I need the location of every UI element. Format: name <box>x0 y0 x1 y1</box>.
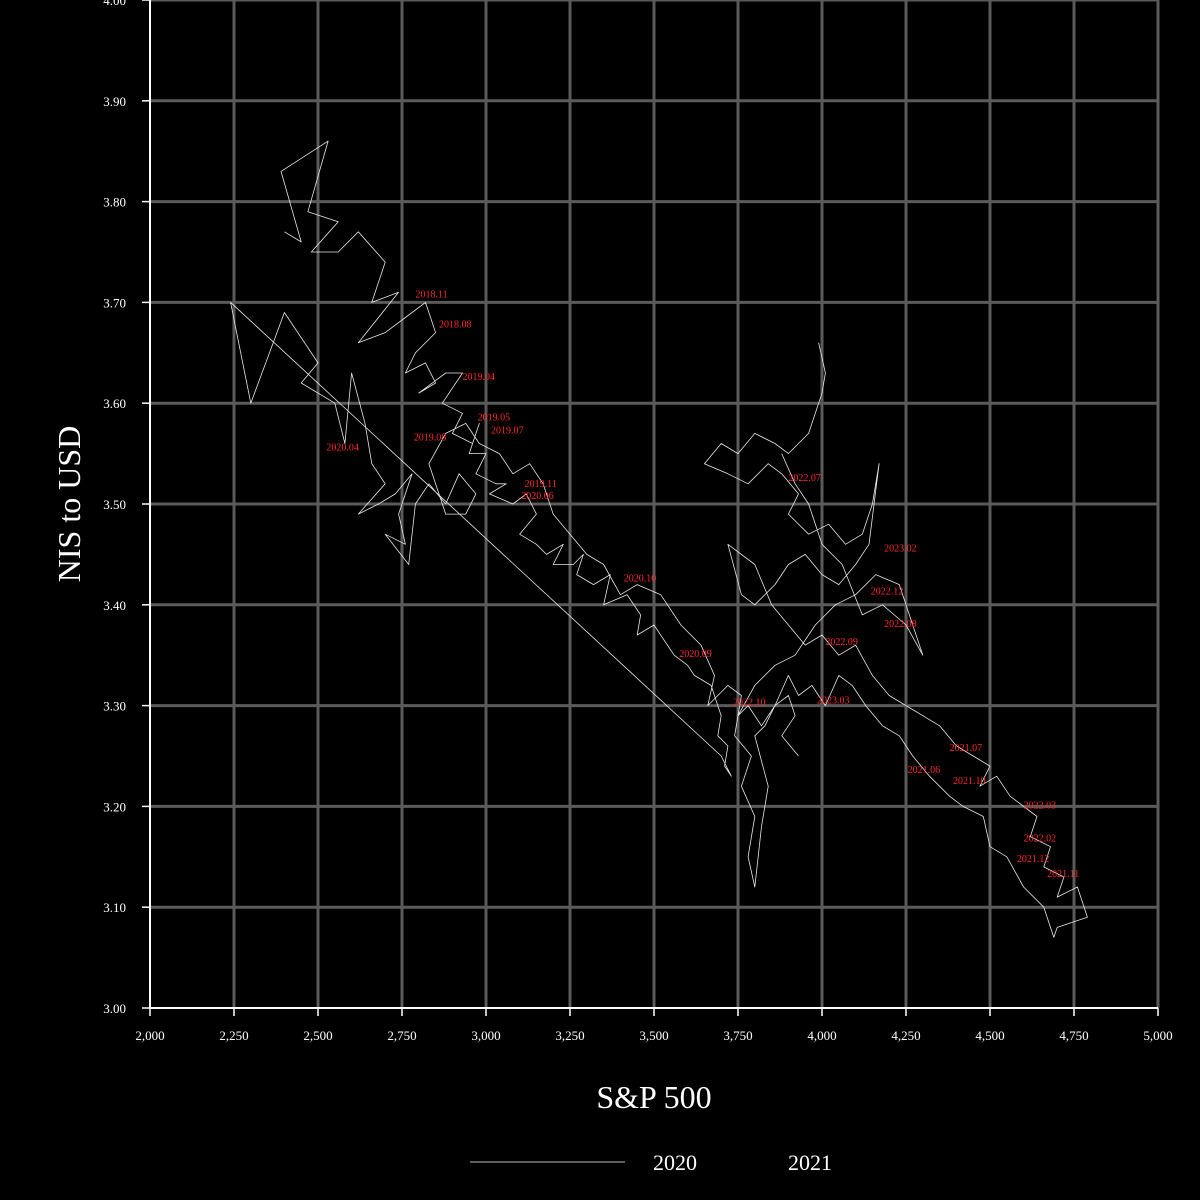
data-label: 2022.09 <box>825 637 858 648</box>
y-tick-label: 3.80 <box>103 195 126 210</box>
x-tick-label: 2,750 <box>387 1028 416 1043</box>
data-label: 2019.05 <box>478 412 511 423</box>
y-tick-label: 3.10 <box>103 900 126 915</box>
x-tick-label: 2,500 <box>303 1028 332 1043</box>
y-tick-label: 3.00 <box>103 1001 126 1016</box>
data-label: 2021.06 <box>908 765 941 776</box>
y-tick-label: 3.70 <box>103 295 126 310</box>
y-tick-label: 3.30 <box>103 699 126 714</box>
x-tick-label: 4,500 <box>975 1028 1004 1043</box>
data-label: 2021.07 <box>950 743 983 754</box>
grid <box>150 0 1160 1008</box>
data-label: 2020.04 <box>326 443 359 454</box>
x-tick-label: 2,250 <box>219 1028 248 1043</box>
data-label: 2022.07 <box>788 473 821 484</box>
data-label: 2019.04 <box>462 372 495 383</box>
data-label: 2020.10 <box>624 574 657 585</box>
legend-label-2020: 2020 <box>653 1150 697 1175</box>
x-tick-label: 4,250 <box>891 1028 920 1043</box>
x-tick-label: 5,000 <box>1143 1028 1172 1043</box>
series-group <box>230 140 1088 938</box>
data-labels: 2018.11 2018.08 2019.04 2019.05 2019.07 2019.… <box>326 289 1079 880</box>
data-label: 2020.09 <box>679 649 712 660</box>
series-line-2020 <box>230 140 799 888</box>
y-axis-title: NIS to USD <box>51 426 87 582</box>
y-tick-label: 4.00 <box>103 0 126 8</box>
data-label: 2021.12 <box>1017 854 1050 865</box>
x-tick-label: 4,000 <box>807 1028 836 1043</box>
data-label: 2022.10 <box>733 698 766 709</box>
data-label: 2020.06 <box>521 491 554 502</box>
y-tick-label: 3.20 <box>103 799 126 814</box>
x-tick-label: 3,500 <box>639 1028 668 1043</box>
y-tick-label: 3.60 <box>103 396 126 411</box>
data-label: 2018.08 <box>439 320 472 331</box>
data-label: 2021.11 <box>1047 869 1079 880</box>
y-tick-label: 3.40 <box>103 598 126 613</box>
data-label: 2022.12 <box>871 587 904 598</box>
x-tick-label: 2,000 <box>135 1028 164 1043</box>
data-label: 2019.07 <box>491 425 524 436</box>
data-label: 2019.08 <box>414 432 447 443</box>
data-label: 2019.11 <box>525 479 557 490</box>
x-tick-label: 3,000 <box>471 1028 500 1043</box>
y-tick-label: 3.50 <box>103 497 126 512</box>
data-label: 2018.11 <box>415 289 447 300</box>
data-label: 2022.02 <box>1024 834 1057 845</box>
x-tick-label: 3,250 <box>555 1028 584 1043</box>
legend-label-2021: 2021 <box>788 1150 832 1175</box>
x-axis-ticks: 2,000 2,250 2,500 2,750 3,000 3,250 3,500 3,750… <box>135 1008 1173 1043</box>
x-tick-label: 4,750 <box>1059 1028 1088 1043</box>
data-label: 2023.02 <box>884 543 917 554</box>
y-axis-ticks: 3.00 3.10 3.20 3.30 3.40 3.50 3.60 3.70 3.80 3.90… <box>103 0 150 1016</box>
x-tick-label: 3,750 <box>723 1028 752 1043</box>
series-line-2021 <box>704 342 1088 938</box>
x-axis-title: S&P 500 <box>596 1079 711 1115</box>
data-label: 2022.08 <box>884 619 917 630</box>
data-label: 2021.10 <box>953 776 986 787</box>
data-label: 2022.03 <box>1024 800 1057 811</box>
legend: 2020 2021 <box>470 1150 832 1175</box>
data-label: 2023.03 <box>817 696 850 707</box>
y-tick-label: 3.90 <box>103 94 126 109</box>
